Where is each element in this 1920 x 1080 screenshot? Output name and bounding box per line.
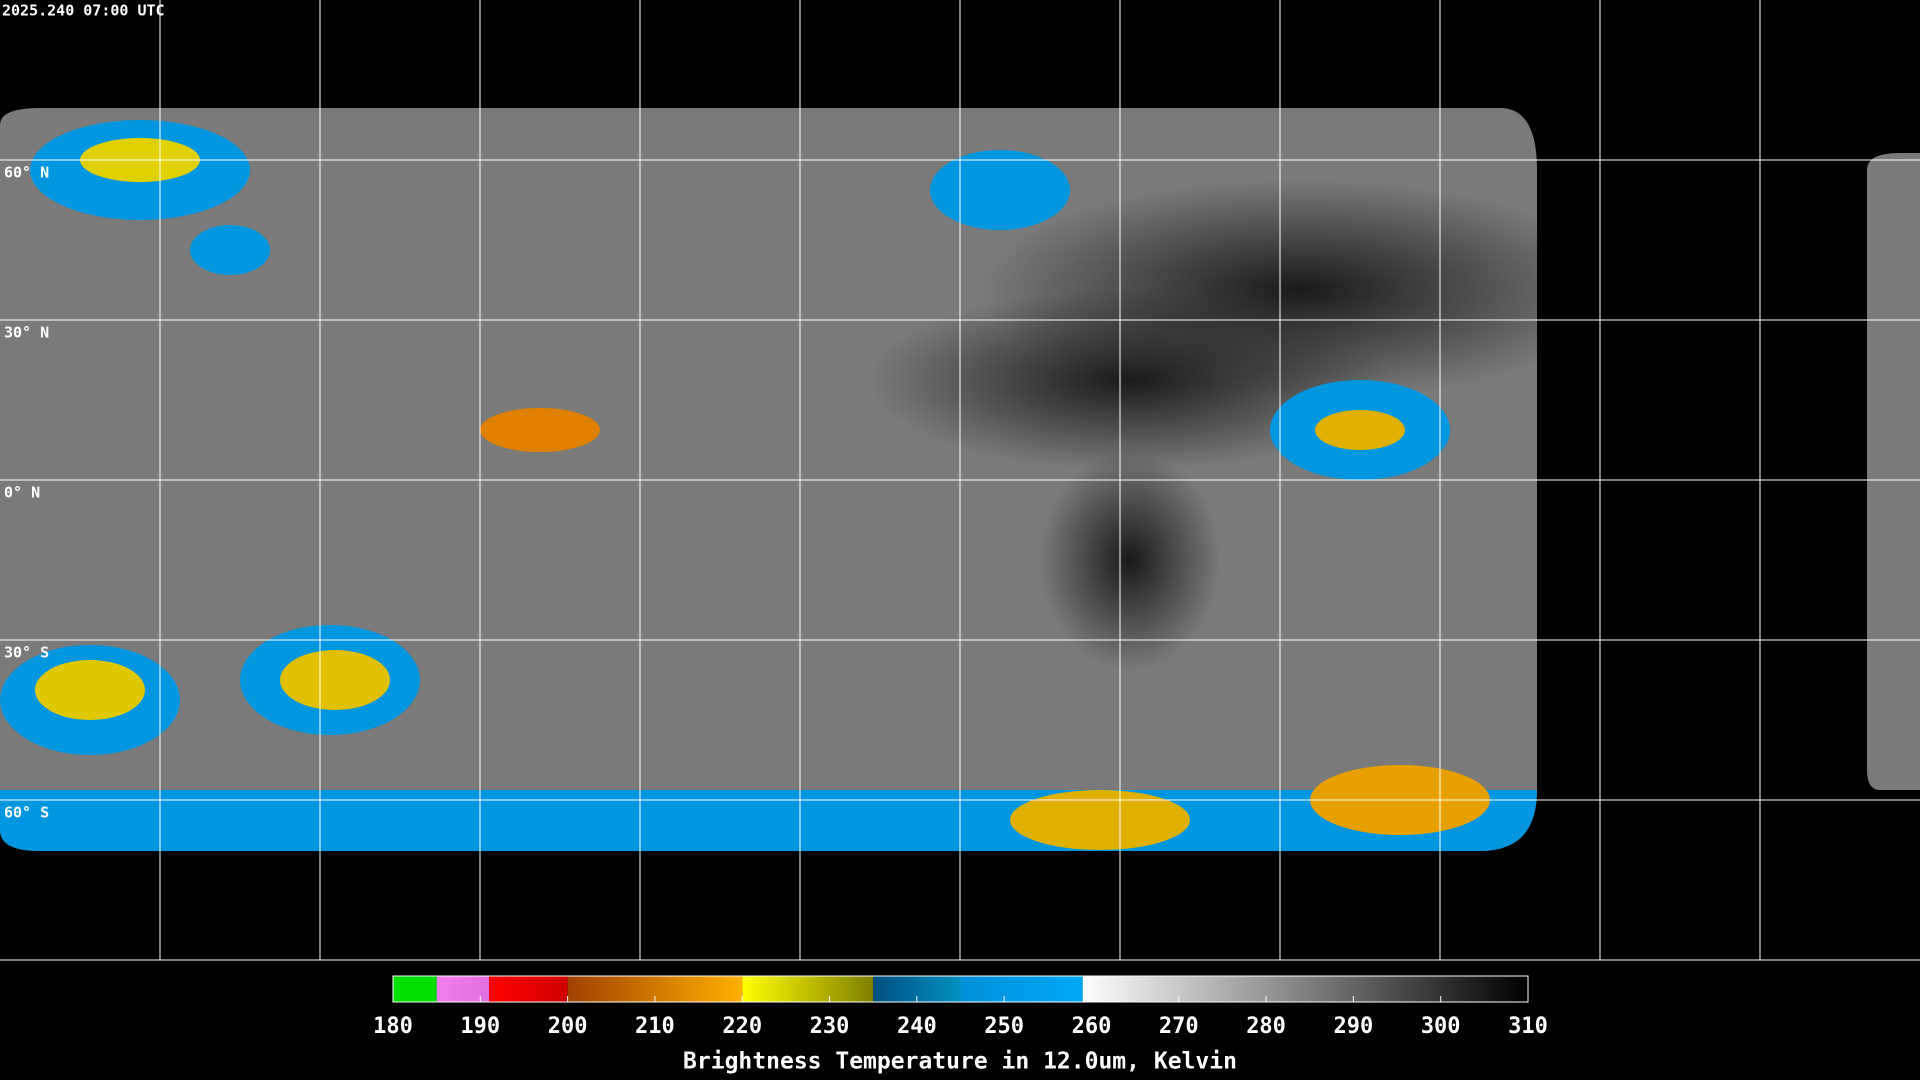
colorbar-tick-label: 240 (897, 1014, 937, 1039)
colorbar-title: Brightness Temperature in 12.0um, Kelvin (683, 1049, 1237, 1075)
latitude-label: 30° N (4, 324, 49, 342)
graticule (0, 0, 1920, 961)
latitude-label: 60° S (4, 804, 49, 822)
cloud (480, 408, 600, 452)
dark-region (1040, 450, 1220, 670)
colorbar-tick-label: 200 (548, 1014, 588, 1039)
cloud (930, 150, 1070, 230)
colorbar-tick-label: 230 (810, 1014, 850, 1039)
colorbar-segment (1082, 976, 1528, 1002)
latitude-label: 30° S (4, 644, 49, 662)
latitude-labels: 60° N 30° N 0° N 30° S 60° S (4, 164, 49, 822)
colorbar-tick-label: 250 (984, 1014, 1024, 1039)
colorbar-tick-label: 190 (460, 1014, 500, 1039)
cloud (280, 650, 390, 710)
timestamp: 2025.240 07:00 UTC (2, 2, 165, 20)
colorbar-segment (742, 976, 874, 1002)
colorbar-segment (436, 976, 490, 1002)
cloud (1315, 410, 1405, 450)
cloud (35, 660, 145, 720)
latitude-label: 60° N (4, 164, 49, 182)
colorbar-segment (393, 976, 437, 1002)
colorbar-segment (960, 976, 1083, 1002)
colorbar-frame (392, 975, 1529, 1003)
cloud (1010, 790, 1190, 850)
dark-region (870, 290, 1390, 470)
colorbar-tick-label: 210 (635, 1014, 675, 1039)
cloud (190, 225, 270, 275)
colorbar-tick-label: 220 (722, 1014, 762, 1039)
colorbar-tick-label: 270 (1159, 1014, 1199, 1039)
colorbar-tick-label: 310 (1508, 1014, 1548, 1039)
colorbar-tick-label: 290 (1334, 1014, 1374, 1039)
colorbar-tick-label: 300 (1421, 1014, 1461, 1039)
colorbar-segment (489, 976, 568, 1002)
colorbar-tick-label: 180 (373, 1014, 413, 1039)
colorbar-tick-label: 260 (1072, 1014, 1112, 1039)
latitude-label: 0° N (4, 484, 40, 502)
colorbar-tick-label: 280 (1246, 1014, 1286, 1039)
colorbar: 180 190 200 210 220 230 240 250 260 270 280 290 300 3… (373, 975, 1548, 1039)
